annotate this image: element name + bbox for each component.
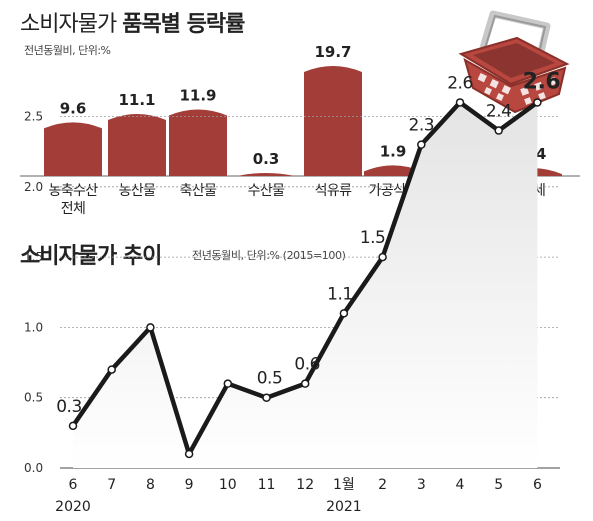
point-value-label: 1.1 [327, 284, 353, 304]
x-tick-label: 5 [494, 477, 503, 493]
bar [432, 173, 490, 176]
bar-value-label: 9.6 [60, 99, 87, 117]
bar-value-label: 0.3 [448, 150, 475, 168]
data-point [223, 379, 233, 388]
x-tick-label: 2 [378, 477, 387, 493]
year-label: 2020 [55, 499, 91, 515]
line-chart-title: 소비자물가 추이 [20, 244, 162, 269]
bar-chart-subtitle: 전년동월비, 단위:% [24, 44, 111, 57]
bar-category-label: 전체 [61, 201, 86, 217]
bar-category-label: 가스 [449, 201, 474, 217]
bar-chart-title-main: 소비자물가 [20, 12, 117, 37]
bar-value-label: 1.4 [520, 145, 547, 163]
bar-category-label: 축산물 [180, 183, 218, 199]
x-tick-label: 10 [219, 477, 237, 493]
bar-category-label: 농축수산 [48, 183, 98, 199]
x-tick-label: 7 [107, 477, 116, 493]
y-tick-label: 0.5 [24, 391, 43, 405]
bar-category-label: 수산물 [248, 183, 286, 199]
bar [504, 168, 562, 176]
bar [169, 109, 227, 176]
bar [304, 66, 362, 176]
bar-chart-title: 소비자물가 품목별 등락률 [20, 6, 245, 38]
bar-category-label: 월세 [521, 183, 546, 199]
x-tick-label: 6 [69, 477, 78, 493]
bar-category-label: 전기·수도 [435, 183, 489, 199]
data-point [146, 323, 155, 332]
line-chart-subtitle: 전년동월비, 단위:% (2015=100) [192, 249, 346, 262]
x-tick-label: 9 [185, 477, 194, 493]
y-tick-label: 0.0 [24, 461, 43, 475]
point-value-label: 0.5 [257, 369, 283, 389]
x-tick-label: 1월 [333, 477, 355, 493]
x-tick-label: 3 [417, 477, 426, 493]
bar-value-label: 1.9 [380, 142, 407, 160]
x-tick-label: 4 [456, 477, 465, 493]
bar-value-label: 11.1 [118, 91, 155, 109]
bar-chart-title-bold: 품목별 등락률 [122, 12, 245, 37]
data-point [378, 252, 387, 262]
data-point [107, 365, 116, 374]
bar [364, 165, 422, 176]
bar-category-label: 석유류 [315, 183, 353, 199]
data-point [300, 379, 310, 388]
bar-value-label: 0.3 [253, 150, 280, 168]
bar [44, 122, 102, 176]
data-point [339, 309, 349, 318]
x-tick-label: 11 [258, 477, 276, 493]
x-tick-label: 12 [296, 477, 314, 493]
y-tick-label: 1.0 [24, 320, 43, 334]
bar-category-label: 가공식품 [368, 183, 418, 199]
x-tick-label: 8 [146, 477, 155, 493]
x-tick-label: 6 [533, 477, 542, 493]
bar-value-label: 11.9 [179, 87, 216, 105]
bar [237, 173, 295, 176]
point-value-label: 0.3 [56, 397, 82, 417]
point-value-label: 0.6 [294, 355, 320, 375]
bar [108, 114, 166, 176]
year-label: 2021 [326, 499, 362, 515]
data-point [184, 449, 194, 459]
bar-category-label: 농산물 [119, 183, 157, 199]
bar-value-label: 19.7 [314, 43, 351, 61]
data-point [68, 421, 78, 431]
data-point [262, 393, 271, 402]
